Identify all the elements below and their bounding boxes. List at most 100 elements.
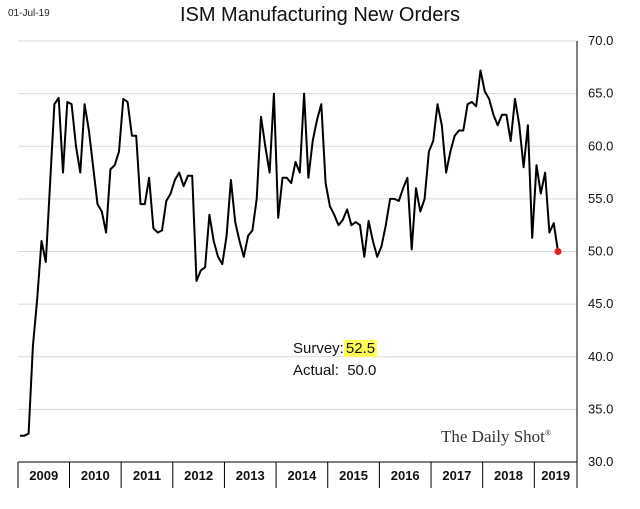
data-point xyxy=(174,179,175,180)
data-point xyxy=(510,140,511,141)
data-point xyxy=(101,211,102,212)
data-point xyxy=(282,177,283,178)
y-tick-label: 50.0 xyxy=(588,244,613,259)
x-tick-label: 2016 xyxy=(391,468,420,483)
data-point xyxy=(187,175,188,176)
data-point xyxy=(347,209,348,210)
data-point xyxy=(415,188,416,189)
data-point xyxy=(291,183,292,184)
data-point xyxy=(286,177,287,178)
data-point xyxy=(471,102,472,103)
data-point xyxy=(321,104,322,105)
brand-name: The Daily Shot xyxy=(441,427,545,446)
data-point xyxy=(484,91,485,92)
data-point xyxy=(157,232,158,233)
data-point xyxy=(390,198,391,199)
data-point xyxy=(506,114,507,115)
data-point xyxy=(24,435,25,436)
series-line xyxy=(20,69,559,437)
data-point xyxy=(334,214,335,215)
data-point xyxy=(519,125,520,126)
data-point xyxy=(407,177,408,178)
data-point xyxy=(450,151,451,152)
survey-label: Survey: xyxy=(293,340,344,357)
data-point xyxy=(127,102,128,103)
data-point xyxy=(226,235,227,236)
x-tick-label: 2012 xyxy=(184,468,213,483)
data-point xyxy=(497,125,498,126)
data-point xyxy=(441,125,442,126)
data-point xyxy=(140,204,141,205)
data-point xyxy=(80,172,81,173)
data-point xyxy=(342,219,343,220)
data-point xyxy=(527,125,528,126)
data-point xyxy=(420,211,421,212)
data-point xyxy=(205,267,206,268)
data-point xyxy=(480,70,481,71)
data-point xyxy=(93,167,94,168)
data-point xyxy=(377,256,378,257)
data-point xyxy=(433,140,434,141)
data-point xyxy=(222,264,223,265)
data-point xyxy=(273,93,274,94)
data-point xyxy=(75,146,76,147)
date-stamp: 01-Jul-19 xyxy=(8,8,50,19)
data-point xyxy=(84,104,85,105)
data-point xyxy=(144,204,145,205)
data-point xyxy=(67,102,68,103)
data-point xyxy=(312,140,313,141)
x-tick-label: 2015 xyxy=(339,468,368,483)
survey-annotation: Survey: 52.5 xyxy=(293,340,378,357)
data-point xyxy=(355,222,356,223)
data-point xyxy=(183,186,184,187)
data-point xyxy=(54,104,55,105)
data-point xyxy=(20,435,21,436)
actual-label: Actual: xyxy=(293,362,339,379)
data-point xyxy=(493,114,494,115)
data-point xyxy=(200,270,201,271)
data-point xyxy=(217,256,218,257)
data-point xyxy=(437,104,438,105)
data-point xyxy=(295,162,296,163)
brand-logo: The Daily Shot® xyxy=(441,427,551,447)
data-point xyxy=(131,135,132,136)
data-point xyxy=(545,172,546,173)
data-point xyxy=(256,198,257,199)
x-tick-label: 2010 xyxy=(81,468,110,483)
data-point xyxy=(118,151,119,152)
data-point xyxy=(114,165,115,166)
data-point xyxy=(549,232,550,233)
x-tick-label: 2019 xyxy=(541,468,570,483)
data-point xyxy=(45,262,46,263)
data-point xyxy=(265,146,266,147)
data-point xyxy=(329,206,330,207)
data-point xyxy=(338,225,339,226)
data-point xyxy=(50,183,51,184)
data-point xyxy=(316,119,317,120)
data-point xyxy=(553,223,554,224)
data-point xyxy=(411,249,412,250)
axes xyxy=(18,41,578,463)
data-point xyxy=(514,98,515,99)
actual-value: 50.0 xyxy=(347,362,377,379)
x-tick-label: 2014 xyxy=(287,468,317,483)
data-point xyxy=(360,225,361,226)
data-point xyxy=(192,175,193,176)
data-point xyxy=(235,222,236,223)
data-point xyxy=(136,135,137,136)
x-tick-label: 2013 xyxy=(236,468,265,483)
data-point xyxy=(476,106,477,107)
data-point xyxy=(536,165,537,166)
data-point xyxy=(63,172,64,173)
data-point xyxy=(58,97,59,98)
data-point xyxy=(364,256,365,257)
y-tick-label: 55.0 xyxy=(588,191,613,206)
data-point xyxy=(166,200,167,201)
data-point xyxy=(213,240,214,241)
data-point xyxy=(403,188,404,189)
data-point xyxy=(523,167,524,168)
data-point xyxy=(261,116,262,117)
data-point xyxy=(532,237,533,238)
data-point xyxy=(209,214,210,215)
